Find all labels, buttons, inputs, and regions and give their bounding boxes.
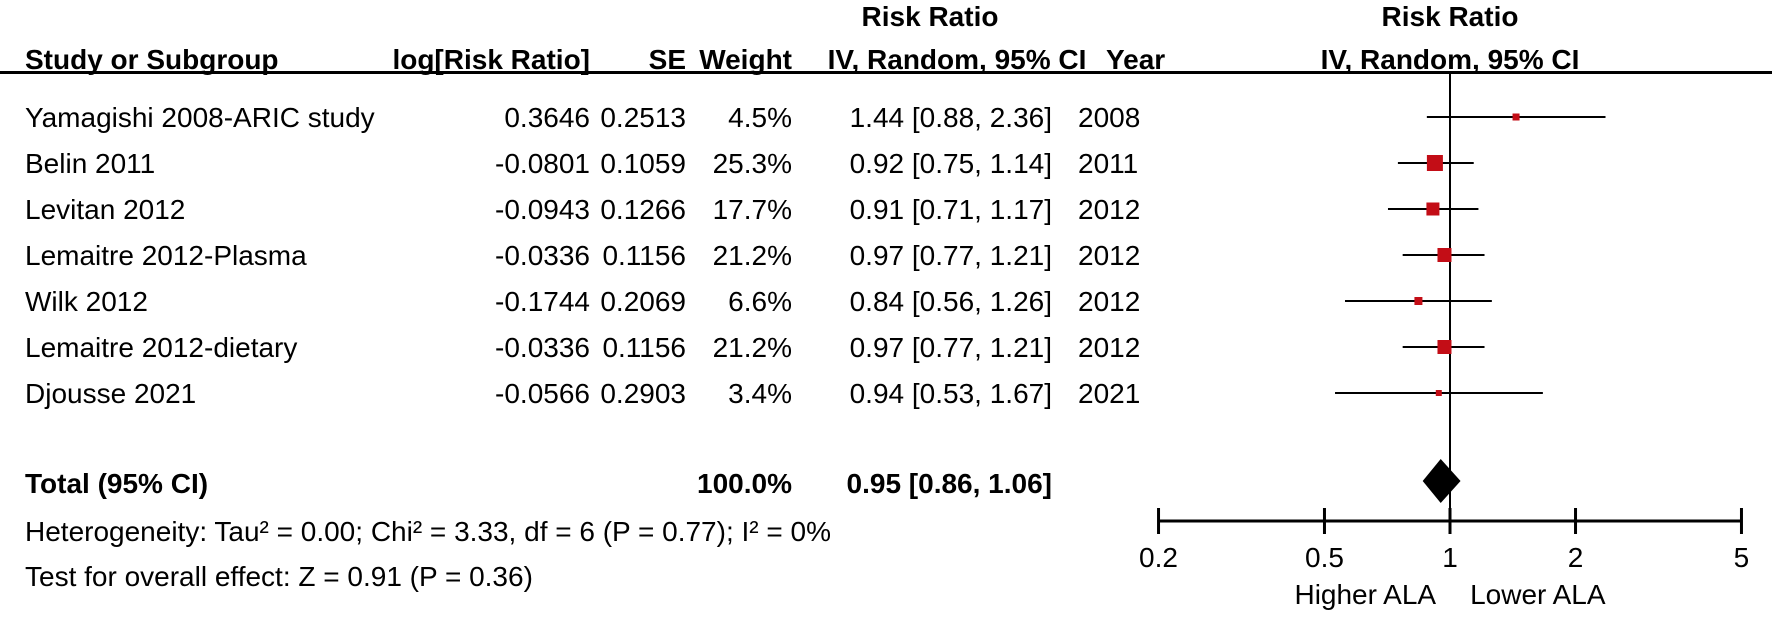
study-name: Wilk 2012 [25,286,148,317]
year-value: 2008 [1078,102,1141,133]
right-effect-title: Risk Ratio [1381,1,1519,32]
year-value: 2011 [1078,148,1139,179]
weight-value: 21.2% [712,240,792,271]
ci-value: 0.97 [0.77, 1.21] [849,332,1052,363]
ci-value: 0.97 [0.77, 1.21] [849,240,1052,271]
total-ci: 0.95 [0.86, 1.06] [846,468,1052,499]
weight-value: 6.6% [728,286,792,317]
study-name: Djousse 2021 [25,378,197,409]
plot-col-header-ci: IV, Random, 95% CI [1320,44,1580,75]
log-rr-value: -0.0336 [495,240,590,271]
study-name: Lemaitre 2012-dietary [25,332,298,363]
se-value: 0.2903 [600,378,686,409]
weight-value: 21.2% [712,332,792,363]
col-header-log-risk-ratio: log[Risk Ratio] [392,44,590,75]
x-axis-tick-label: 5 [1733,542,1750,573]
effect-square [1426,155,1443,171]
se-value: 0.2513 [600,102,686,133]
effect-square [1435,390,1442,396]
axis-label-right: Lower ALA [1470,579,1606,610]
ci-value: 0.91 [0.71, 1.17] [849,194,1052,225]
header-rule [0,71,1772,74]
axis-direction-labels: Higher ALA Lower ALA [1100,580,1772,610]
weight-value: 25.3% [712,148,792,179]
heterogeneity-stats: Heterogeneity: Tau² = 0.00; Chi² = 3.33,… [25,516,831,547]
effect-square [1437,340,1452,354]
se-value: 0.1156 [602,240,686,271]
year-value: 2012 [1078,240,1141,271]
log-rr-value: -0.0336 [495,332,590,363]
overall-effect-test: Test for overall effect: Z = 0.91 (P = 0… [25,561,533,592]
col-header-weight: Weight [699,44,792,75]
ci-value: 0.84 [0.56, 1.26] [849,286,1052,317]
col-header-se: SE [648,44,686,75]
weight-value: 3.4% [728,378,792,409]
year-value: 2012 [1078,286,1141,317]
col-header-study: Study or Subgroup [25,44,279,75]
study-name: Levitan 2012 [25,194,186,225]
year-value: 2012 [1078,194,1141,225]
col-header-ci: IV, Random, 95% CI [827,44,1087,75]
effect-square [1512,113,1520,121]
effect-square [1437,248,1452,262]
se-value: 0.1059 [600,148,686,179]
log-rr-value: -0.0566 [495,378,590,409]
x-axis-tick-label: 1 [1442,542,1458,573]
study-name: Yamagishi 2008-ARIC study [25,102,375,133]
x-axis-tick-label: 2 [1567,542,1584,573]
x-axis-tick-label: 0.2 [1139,542,1178,573]
year-value: 2012 [1078,332,1141,363]
se-value: 0.2069 [600,286,686,317]
effect-square [1426,202,1440,216]
study-name: Lemaitre 2012-Plasma [25,240,307,271]
ci-value: 1.44 [0.88, 2.36] [849,102,1052,133]
col-header-year: Year [1106,44,1166,75]
log-rr-value: -0.1744 [495,286,590,317]
ci-value: 0.94 [0.53, 1.67] [849,378,1052,409]
weight-value: 4.5% [728,102,792,133]
log-rr-value: 0.3646 [504,102,590,133]
axis-label-left: Higher ALA [1294,579,1437,610]
study-name: Belin 2011 [25,148,156,179]
ci-value: 0.92 [0.75, 1.14] [849,148,1052,179]
log-rr-value: -0.0943 [495,194,590,225]
year-value: 2021 [1078,378,1141,409]
se-value: 0.1266 [600,194,686,225]
left-effect-title: Risk Ratio [861,1,999,32]
total-label: Total (95% CI) [25,468,209,499]
x-axis-tick-label: 0.5 [1305,542,1344,573]
log-rr-value: -0.0801 [495,148,590,179]
pooled-diamond [1422,459,1461,503]
weight-value: 17.7% [712,194,792,225]
total-weight: 100.0% [697,468,792,499]
effect-square [1414,297,1423,305]
se-value: 0.1156 [602,332,686,363]
